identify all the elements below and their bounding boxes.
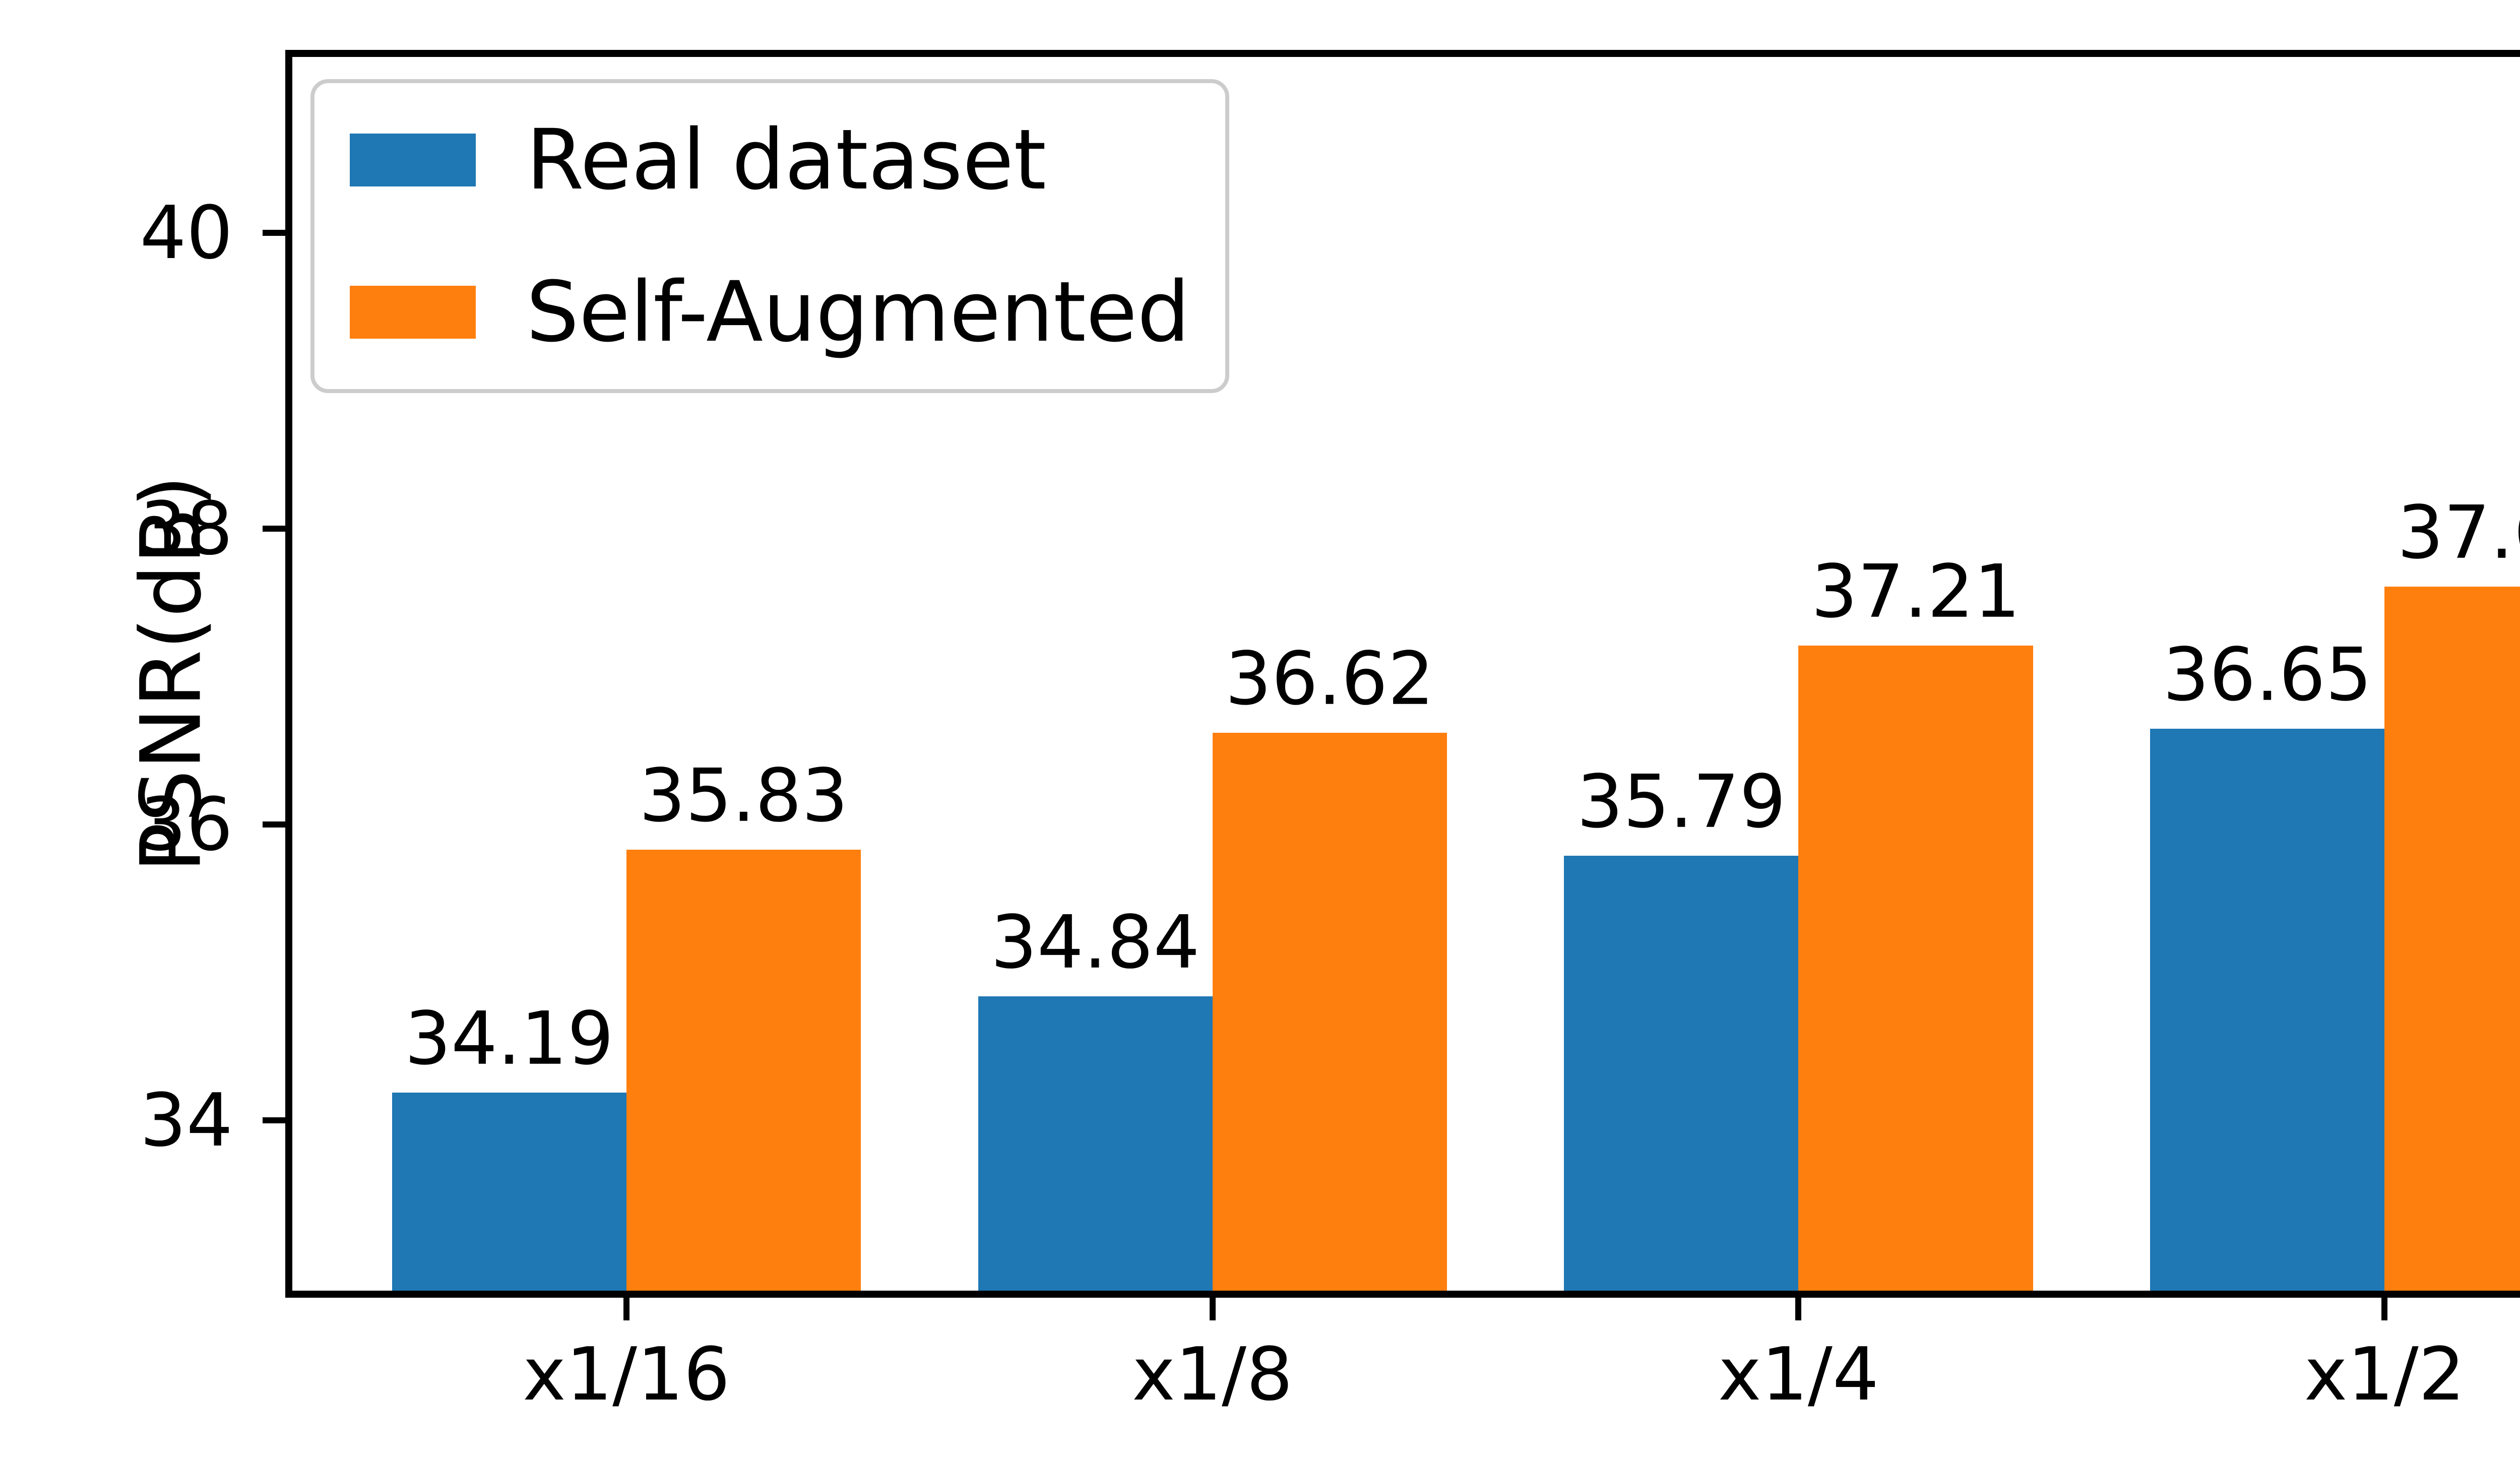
bar-value-label: 34.84 bbox=[990, 900, 1200, 985]
y-tick-mark bbox=[263, 821, 285, 828]
y-tick-label: 36 bbox=[140, 782, 233, 868]
legend-label-self-augmented: Self-Augmented bbox=[526, 263, 1190, 360]
x-tick-label-x1-8: x1/8 bbox=[1132, 1332, 1293, 1417]
y-tick-mark bbox=[263, 1117, 285, 1124]
bar-self-augmented-x1/2 bbox=[2384, 586, 2520, 1291]
bar-real-dataset-x1/16 bbox=[392, 1092, 626, 1291]
x-tick-mark bbox=[623, 1298, 629, 1320]
y-tick-mark bbox=[263, 230, 285, 236]
x-tick-label-x1-2: x1/2 bbox=[2304, 1332, 2465, 1417]
bar-value-label: 35.83 bbox=[639, 753, 848, 839]
x-tick-mark bbox=[1209, 1298, 1216, 1320]
plot-area: 34.19 34.84 35.79 36.65 35.83 36.62 37.21 37.61… bbox=[285, 50, 2520, 1298]
legend-item-self-augmented: Self-Augmented bbox=[350, 263, 1190, 360]
y-tick-label: 34 bbox=[140, 1078, 233, 1164]
bar-real-dataset-x1/2 bbox=[2150, 728, 2385, 1291]
bar-self-augmented-x1/16 bbox=[626, 850, 861, 1291]
bar-value-label: 37.21 bbox=[1811, 549, 2021, 634]
x-tick-label-x1-16: x1/16 bbox=[523, 1332, 730, 1417]
bar-self-augmented-x1/4 bbox=[1798, 646, 2033, 1291]
legend-item-real-dataset: Real dataset bbox=[350, 114, 1190, 206]
bar-real-dataset-x1/8 bbox=[978, 996, 1213, 1291]
legend: Real dataset Self-Augmented bbox=[310, 79, 1230, 393]
x-tick-label-x1-4: x1/4 bbox=[1718, 1332, 1879, 1417]
bar-real-dataset-x1/4 bbox=[1564, 856, 1799, 1291]
legend-label-real-dataset: Real dataset bbox=[526, 111, 1046, 208]
y-tick-label: 38 bbox=[140, 486, 233, 572]
bar-value-label: 37.61 bbox=[2397, 490, 2520, 576]
y-tick-label: 40 bbox=[140, 190, 233, 276]
legend-swatch-real-dataset bbox=[350, 134, 476, 187]
legend-swatch-self-augmented bbox=[350, 285, 476, 339]
y-tick-mark bbox=[263, 526, 285, 532]
bar-value-label: 36.62 bbox=[1225, 637, 1434, 722]
x-tick-mark bbox=[2381, 1298, 2388, 1320]
bar-value-label: 34.19 bbox=[404, 996, 614, 1082]
x-tick-mark bbox=[1795, 1298, 1802, 1320]
bar-self-augmented-x1/8 bbox=[1212, 733, 1447, 1291]
bar-value-label: 35.79 bbox=[1577, 759, 1786, 845]
bar-value-label: 36.65 bbox=[2163, 632, 2372, 718]
